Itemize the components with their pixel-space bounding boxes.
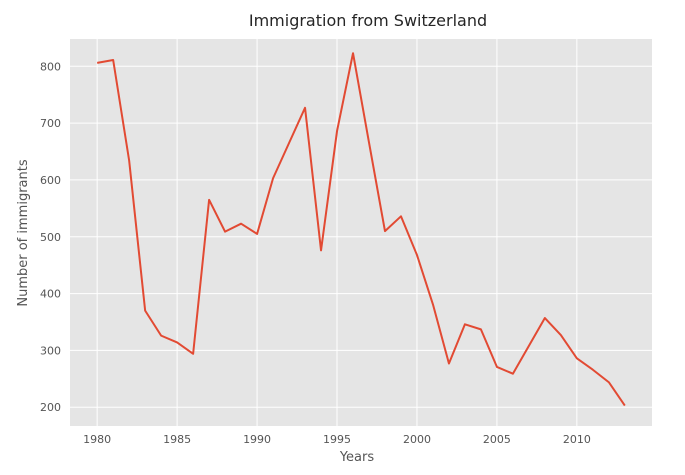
- y-tick-label: 400: [40, 288, 61, 301]
- series-group: [97, 52, 626, 407]
- x-axis-label: Years: [339, 450, 375, 465]
- y-axis-ticks: 200 300 400 500 600 700 800: [40, 60, 61, 414]
- x-tick-label: 1995: [323, 433, 351, 446]
- x-axis-ticks: 1980 1985 1990 1995 2000 2005 2010: [83, 433, 591, 446]
- y-tick-label: 600: [40, 174, 61, 187]
- y-tick-label: 700: [40, 117, 61, 130]
- x-tick-label: 1990: [243, 433, 271, 446]
- chart-title: Immigration from Switzerland: [249, 11, 487, 30]
- series-line: [97, 52, 626, 407]
- x-tick-label: 1980: [83, 433, 111, 446]
- y-axis-label: Number of immigrants: [16, 159, 31, 306]
- y-tick-label: 300: [40, 344, 61, 357]
- x-tick-label: 2000: [403, 433, 431, 446]
- x-tick-label: 2010: [563, 433, 591, 446]
- x-tick-label: 2005: [483, 433, 511, 446]
- y-tick-label: 800: [40, 60, 61, 73]
- x-tick-label: 1985: [163, 433, 191, 446]
- y-tick-label: 500: [40, 231, 61, 244]
- plot-area: [70, 39, 652, 426]
- y-tick-label: 200: [40, 401, 61, 414]
